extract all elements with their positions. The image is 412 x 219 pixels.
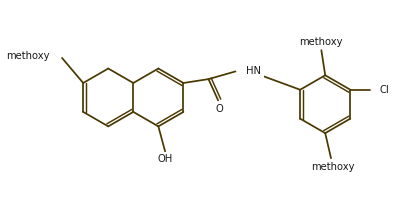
Text: Cl: Cl [379, 85, 389, 95]
Text: methoxy: methoxy [300, 37, 343, 46]
Text: methoxy: methoxy [6, 51, 49, 61]
Text: O: O [215, 104, 223, 114]
Text: OH: OH [157, 154, 173, 164]
Text: HN: HN [246, 66, 261, 76]
Text: methoxy: methoxy [311, 162, 355, 172]
